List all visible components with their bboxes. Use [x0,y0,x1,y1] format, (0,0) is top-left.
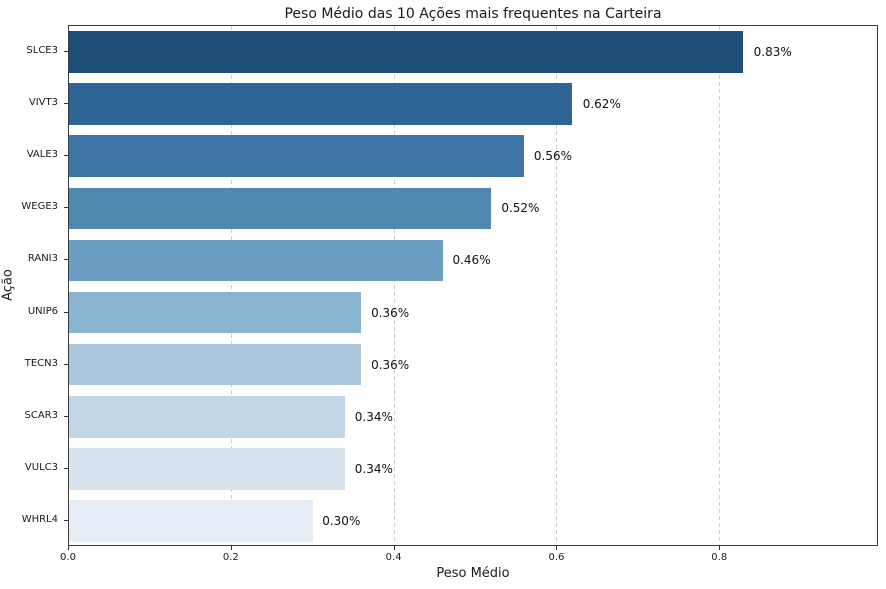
bar-value-label-rani3: 0.46% [452,253,491,268]
x-tick-mark [393,546,395,550]
y-tick-mark [64,363,68,365]
bar-tecn3 [69,343,362,386]
y-tick-mark [64,103,68,105]
bar-row-wege3: 0.52% [69,182,877,234]
x-tick-mark [230,546,232,550]
bar-rani3 [69,239,443,282]
y-tick-mark [64,415,68,417]
bar-whrl4 [69,500,313,542]
bar-value-label-slce3: 0.83% [753,45,792,60]
bar-row-vivt3: 0.62% [69,78,877,130]
bar-row-scar3: 0.34% [69,391,877,443]
bar-value-label-unip6: 0.36% [371,305,410,320]
x-tick-label-0.6: 0.6 [548,552,565,563]
x-gridline-0.6 [556,26,558,545]
x-gridline-0.2 [231,26,233,545]
bar-value-label-vivt3: 0.62% [582,97,621,112]
x-tick-mark [719,546,721,550]
x-tick-label-0.2: 0.2 [222,552,239,563]
chart-title: Peso Médio das 10 Ações mais frequentes … [284,6,662,22]
y-axis-label: Ação [0,269,16,301]
bar-value-label-tecn3: 0.36% [371,357,410,372]
x-tick-mark [68,546,69,550]
y-tick-mark [64,51,68,53]
bar-scar3 [69,395,346,438]
y-tick-mark [64,519,68,521]
y-tick-label-vulc3: VULC3 [24,461,58,473]
plot-area: 0.83% 0.62% 0.56% 0.52% 0.46% 0.36% 0.36% 0.34%… [68,25,878,546]
bar-row-tecn3: 0.36% [69,339,877,391]
y-tick-label-scar3: SCAR3 [24,409,58,421]
x-tick-label-0.8: 0.8 [711,552,728,563]
bar-vale3 [69,135,524,178]
y-tick-mark [64,311,68,313]
y-tick-mark [64,207,68,209]
bar-unip6 [69,291,362,334]
bar-vivt3 [69,83,573,125]
bar-row-vale3: 0.56% [69,130,877,182]
x-axis-label: Peso Médio [436,566,510,581]
y-tick-label-whrl4: WHRL4 [21,513,58,525]
bar-row-rani3: 0.46% [69,234,877,286]
y-tick-label-wege3: WEGE3 [21,201,58,213]
bar-row-slce3: 0.83% [69,26,877,78]
y-tick-mark [64,155,68,157]
bar-slce3 [69,31,743,73]
y-tick-label-rani3: RANI3 [27,253,58,265]
bar-value-label-scar3: 0.34% [354,409,393,424]
y-tick-label-slce3: SLCE3 [26,45,58,57]
bar-row-unip6: 0.36% [69,287,877,339]
x-tick-label-0.4: 0.4 [385,552,402,563]
bar-value-label-vulc3: 0.34% [354,461,393,476]
bar-row-vulc3: 0.34% [69,443,877,495]
y-tick-label-unip6: UNIP6 [27,305,58,317]
y-tick-label-tecn3: TECN3 [24,357,58,369]
x-gridline-0.8 [718,26,720,545]
x-gridline-0.4 [393,26,395,545]
bar-value-label-wege3: 0.52% [501,201,540,216]
y-tick-label-vivt3: VIVT3 [28,97,58,109]
y-tick-mark [64,467,68,469]
x-tick-mark [556,546,558,550]
bar-value-label-vale3: 0.56% [533,149,572,164]
bar-wege3 [69,187,492,230]
y-tick-mark [64,259,68,261]
bar-vulc3 [69,448,346,490]
bar-row-whrl4: 0.30% [69,495,877,547]
bar-value-label-whrl4: 0.30% [322,513,361,528]
x-tick-label-0.0: 0.0 [60,552,76,563]
y-tick-label-vale3: VALE3 [26,149,58,161]
